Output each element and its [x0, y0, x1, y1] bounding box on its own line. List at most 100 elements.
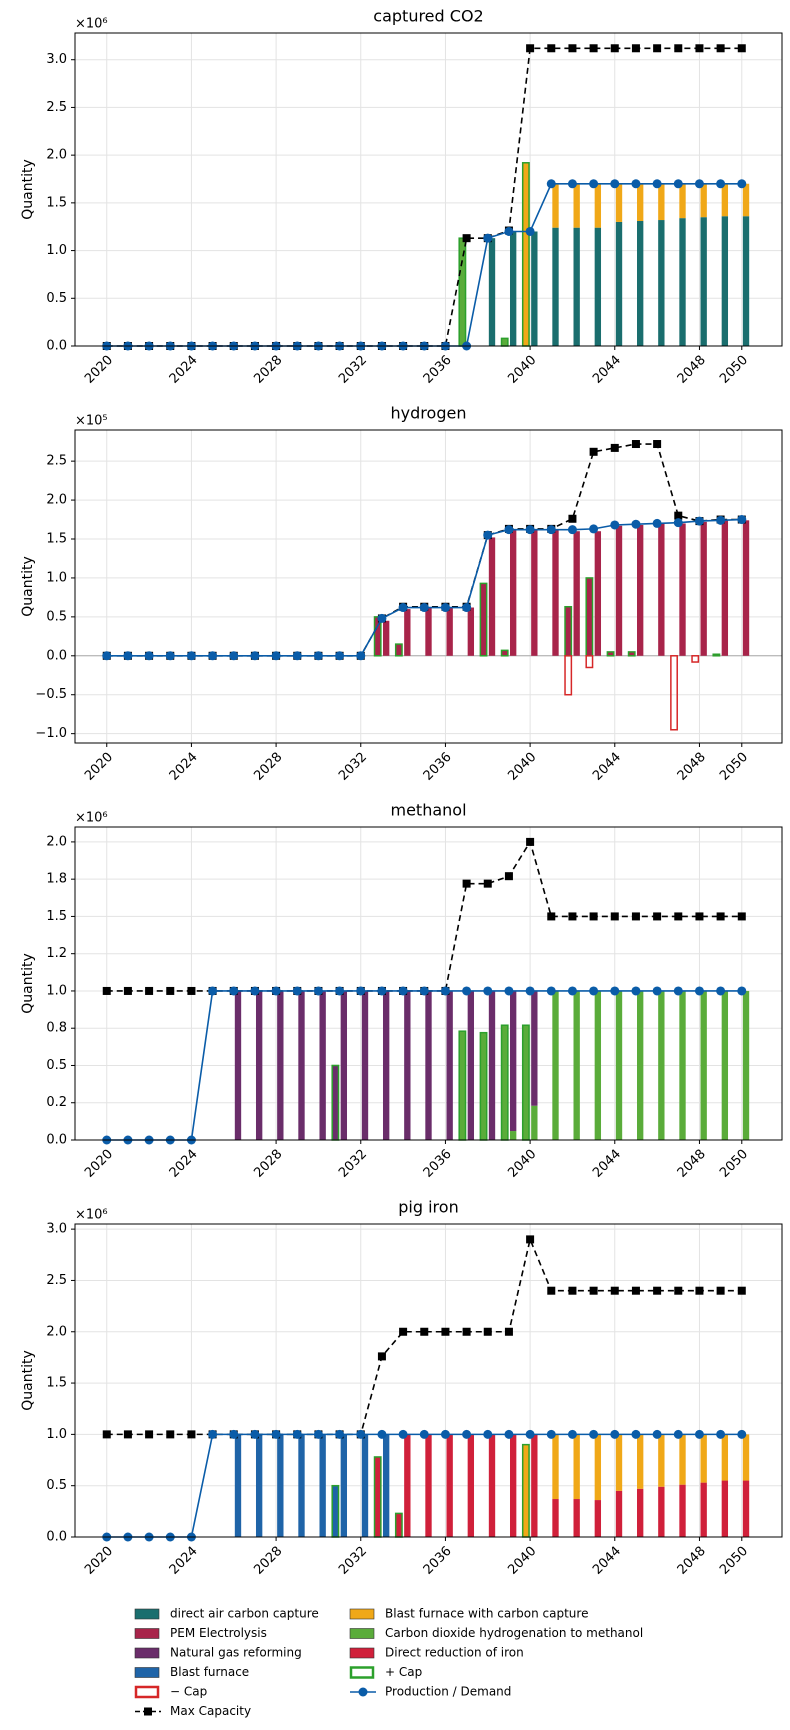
bar: [742, 1434, 750, 1481]
marker: [398, 603, 408, 613]
cap-increase-bar: [627, 651, 636, 657]
y-tick-label: 1.0: [46, 243, 67, 258]
marker: [208, 1429, 218, 1439]
marker: [652, 518, 662, 528]
marker: [145, 1430, 154, 1439]
bar: [594, 183, 602, 228]
marker: [292, 651, 302, 661]
marker: [589, 524, 599, 534]
marker: [737, 986, 747, 996]
cap-increase-bar: [564, 605, 573, 657]
bar: [700, 1434, 707, 1483]
x-tick-label: 2028: [251, 1544, 285, 1578]
bar: [742, 1480, 750, 1537]
legend-marker: [358, 1687, 368, 1697]
marker: [229, 986, 239, 996]
marker: [102, 986, 111, 995]
y-tick-label: −0.5: [35, 687, 67, 702]
y-tick-label: 3.0: [46, 1222, 67, 1237]
marker: [673, 518, 683, 528]
marker: [123, 1430, 132, 1439]
cap-increase-bar: [479, 582, 488, 657]
x-tick-label: 2048: [675, 750, 709, 784]
marker: [250, 986, 260, 996]
marker: [716, 912, 725, 921]
marker: [716, 986, 726, 996]
marker: [674, 1286, 683, 1295]
y-tick-label: 2.0: [46, 1324, 67, 1339]
x-tick-label: 2050: [717, 1147, 751, 1181]
bar: [594, 990, 602, 1140]
bar: [404, 1434, 411, 1537]
legend-label: Direct reduction of iron: [385, 1646, 524, 1660]
x-tick-label: 2020: [82, 750, 116, 784]
bar: [742, 990, 750, 1140]
marker: [166, 986, 175, 995]
marker: [186, 651, 196, 661]
bar: [658, 1434, 665, 1487]
bar: [340, 990, 348, 1140]
marker: [694, 1429, 704, 1439]
legend-swatch: [349, 1666, 375, 1679]
marker: [716, 44, 725, 53]
bar: [552, 227, 559, 346]
marker: [419, 603, 429, 613]
x-tick-label: 2050: [717, 1544, 751, 1578]
legend-swatch: [134, 1667, 160, 1678]
marker: [695, 912, 704, 921]
y-tick-label: 1.5: [46, 532, 67, 547]
bar: [255, 990, 263, 1140]
marker: [462, 1327, 471, 1336]
bar: [488, 537, 496, 656]
x-tick-label: 2036: [421, 1544, 455, 1578]
x-tick-label: 2032: [336, 750, 370, 784]
bar: [658, 1486, 665, 1537]
bar: [404, 990, 411, 1140]
legend-label: PEM Electrolysis: [170, 1626, 267, 1640]
y-tick-label: 2.5: [46, 100, 67, 115]
marker: [526, 1235, 535, 1244]
x-tick-label: 2020: [82, 353, 116, 387]
cap-decrease-bar: [564, 655, 573, 696]
marker: [694, 516, 704, 526]
bar: [298, 1434, 305, 1537]
marker: [229, 1429, 239, 1439]
bar: [700, 217, 707, 346]
bar: [467, 990, 475, 1140]
bar: [552, 1499, 559, 1537]
bar: [382, 620, 390, 656]
bar: [658, 183, 665, 221]
marker: [504, 525, 514, 535]
y-tick-label: 1.0: [46, 570, 67, 585]
marker: [631, 1429, 641, 1439]
y-tick-label: −1.0: [35, 726, 67, 741]
bar: [637, 220, 644, 346]
cap-increase-bar: [373, 1456, 382, 1538]
marker: [419, 1429, 429, 1439]
bar: [658, 990, 665, 1140]
marker: [398, 1429, 408, 1439]
bar: [742, 520, 750, 656]
bar: [552, 529, 559, 656]
bar: [637, 1434, 644, 1489]
marker: [568, 514, 577, 523]
x-tick-label: 2024: [167, 353, 201, 387]
bar: [361, 1434, 369, 1537]
bar: [721, 520, 729, 656]
bar: [721, 216, 729, 346]
legend-swatch: [134, 1608, 160, 1620]
bar: [573, 1499, 580, 1537]
legend-swatch: [349, 1608, 375, 1620]
cap-increase-bar: [458, 1030, 467, 1141]
y-offset-label: ×10⁶: [75, 1208, 108, 1223]
x-tick-label: 2028: [251, 1147, 285, 1181]
plot-frame: [74, 1223, 783, 1538]
marker: [547, 44, 556, 53]
y-tick-label: 0.5: [46, 291, 67, 306]
cap-increase-bar: [373, 616, 382, 657]
marker: [462, 234, 471, 243]
marker: [335, 1429, 345, 1439]
marker: [589, 447, 598, 456]
marker: [653, 1286, 662, 1295]
marker: [610, 1286, 619, 1295]
